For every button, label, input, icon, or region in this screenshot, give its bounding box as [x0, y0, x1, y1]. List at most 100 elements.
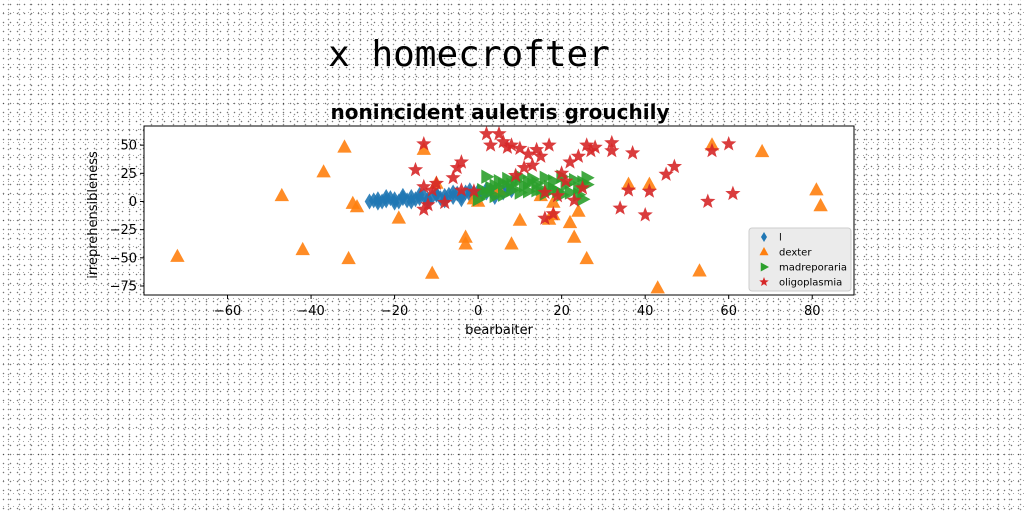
data-point [587, 139, 603, 154]
series-oligoplasmia [407, 125, 741, 225]
data-point [503, 137, 520, 152]
legend-label: dexter [779, 248, 812, 259]
data-point [620, 182, 637, 197]
data-point [579, 137, 595, 152]
data-point [398, 187, 408, 204]
data-point [381, 189, 391, 205]
data-point [700, 193, 716, 208]
figure-suptitle: x homecrofter [328, 34, 610, 75]
legend-box [748, 227, 852, 292]
legend-item-oligoplasmia: oligoplasmia [759, 277, 842, 289]
data-point [579, 250, 594, 265]
x-tick-label: 40 [637, 304, 654, 319]
data-point [562, 154, 578, 169]
x-tick-label: 0 [474, 304, 482, 319]
data-point [545, 205, 561, 221]
data-points [170, 125, 828, 294]
legend-item-dexter: dexter [759, 247, 812, 259]
data-point [489, 188, 503, 204]
data-point [514, 185, 528, 200]
y-tick-label: −25 [110, 223, 137, 238]
y-axis: 50 25 0 −25 −50 −75 [110, 139, 144, 294]
x-tick-label: −20 [381, 304, 408, 319]
x-tick-label: −60 [214, 304, 241, 319]
data-point [641, 183, 658, 198]
data-point [391, 210, 406, 224]
data-point [570, 148, 587, 163]
data-point [558, 173, 574, 188]
data-point [692, 263, 707, 277]
data-point [416, 136, 432, 151]
data-point [316, 164, 331, 178]
y-axis-label: irreprehensibleness [86, 151, 101, 279]
data-point [809, 182, 824, 196]
data-point [528, 141, 545, 157]
legend-label: madreporaria [779, 263, 847, 274]
data-point [437, 194, 453, 210]
data-point [666, 158, 683, 174]
x-tick-label: −40 [297, 304, 324, 319]
legend-marker [759, 277, 769, 287]
data-point [406, 193, 417, 210]
data-point [637, 207, 653, 222]
data-point [373, 194, 383, 211]
plot-frame [143, 125, 855, 296]
data-point [508, 167, 524, 183]
data-point [571, 203, 586, 217]
data-point [498, 187, 512, 202]
plot-area [144, 126, 854, 295]
data-point [604, 142, 620, 158]
legend-item-l: l [761, 232, 782, 244]
data-point [295, 241, 310, 256]
y-tick-label: −75 [110, 279, 137, 294]
data-point [499, 139, 516, 154]
data-point [458, 229, 473, 243]
x-axis: −60 −40 −20 0 20 40 60 80 [214, 295, 821, 319]
data-point [425, 265, 440, 279]
data-point [562, 214, 578, 229]
data-point [721, 136, 737, 151]
data-point [520, 146, 536, 161]
data-point [349, 199, 365, 213]
data-point [504, 236, 519, 250]
data-point [549, 187, 566, 203]
data-point [524, 157, 541, 172]
data-point [704, 142, 720, 158]
data-point [548, 181, 562, 197]
data-point [420, 196, 436, 212]
legend-label: l [779, 233, 782, 244]
x-axis-label: bearbaiter [465, 323, 533, 338]
y-tick-label: 25 [120, 167, 137, 182]
data-point [456, 191, 467, 208]
data-point [495, 133, 511, 149]
chart-title: nonincident auletris grouchily [331, 100, 670, 124]
y-tick-label: 0 [129, 195, 137, 210]
data-point [650, 280, 665, 294]
data-point [481, 186, 495, 201]
x-tick-label: 80 [804, 304, 821, 319]
data-point [389, 194, 400, 211]
legend-marker [759, 247, 769, 256]
data-point [512, 212, 528, 226]
data-point [489, 178, 503, 193]
y-tick-label: 50 [120, 139, 137, 154]
legend: l dexter madreporaria oligoplasmia [748, 227, 852, 292]
data-point [523, 175, 537, 190]
data-point [466, 183, 482, 198]
data-point [481, 169, 495, 184]
data-point [754, 143, 770, 158]
data-point [337, 139, 352, 153]
data-point [574, 180, 591, 195]
data-point [624, 145, 641, 160]
data-point [537, 184, 553, 199]
data-point [604, 134, 620, 150]
data-point [482, 137, 499, 152]
y-tick-label: −50 [110, 251, 137, 266]
data-point [642, 176, 657, 190]
data-point [416, 141, 431, 155]
data-point [512, 140, 528, 155]
data-point [564, 185, 578, 200]
data-point [416, 201, 432, 216]
data-point [445, 169, 461, 185]
